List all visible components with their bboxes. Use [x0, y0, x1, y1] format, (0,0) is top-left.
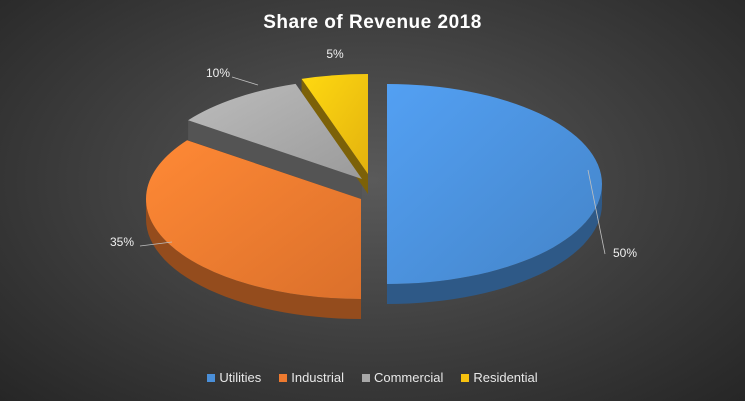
legend-label-commercial: Commercial — [373, 370, 444, 385]
legend-item-residential[interactable]: Residential — [461, 370, 538, 385]
pie-tops — [146, 74, 602, 299]
pie-slice-commercial[interactable] — [188, 83, 362, 179]
leader-line-commercial — [231, 76, 259, 86]
legend-swatch-commercial — [361, 373, 370, 382]
legend-swatch-industrial — [279, 373, 288, 382]
legend-swatch-residential — [461, 373, 470, 382]
legend: Utilities Industrial Commercial Resident… — [0, 370, 745, 385]
pie-slice-utilities[interactable] — [387, 84, 602, 284]
legend-label-residential: Residential — [473, 370, 538, 385]
chart-title: Share of Revenue 2018 — [263, 12, 482, 33]
legend-label-industrial: Industrial — [291, 370, 344, 385]
legend-item-utilities[interactable]: Utilities — [207, 370, 261, 385]
legend-label-utilities: Utilities — [219, 370, 262, 385]
data-label-residential: 5% — [326, 47, 344, 61]
pie-slice-residential[interactable] — [301, 74, 368, 174]
legend-item-commercial[interactable]: Commercial — [361, 370, 444, 385]
leader-line-industrial — [139, 241, 173, 247]
legend-swatch-utilities — [207, 373, 216, 382]
data-label-commercial: 10% — [206, 66, 230, 80]
pie-slice-industrial[interactable] — [146, 140, 361, 299]
data-label-utilities: 50% — [613, 246, 637, 260]
leader-line-utilities — [587, 169, 606, 255]
pie-cut-commercial-0 — [188, 120, 362, 199]
pie-side-industrial — [146, 199, 361, 319]
data-label-industrial: 35% — [110, 235, 134, 249]
legend-item-industrial[interactable]: Industrial — [279, 370, 344, 385]
